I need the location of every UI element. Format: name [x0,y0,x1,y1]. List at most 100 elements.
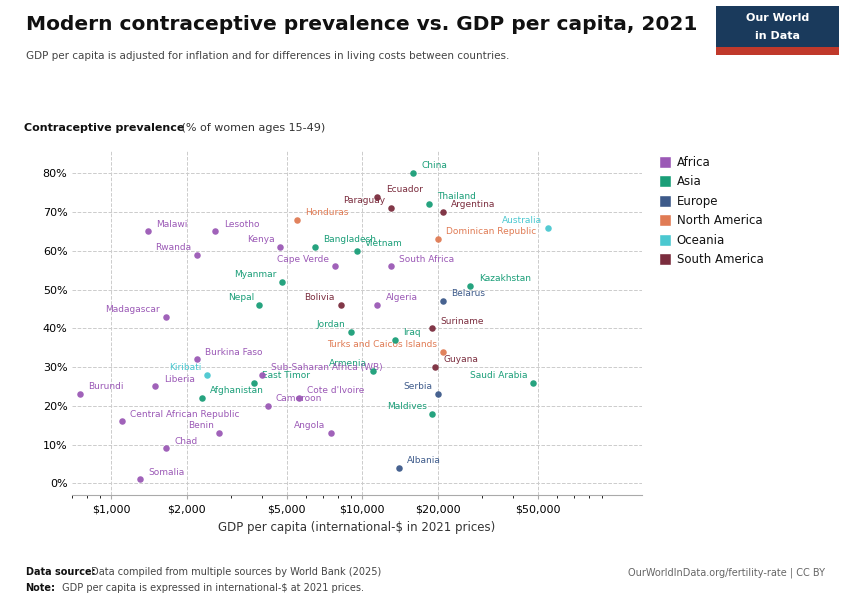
Text: Data compiled from multiple sources by World Bank (2025): Data compiled from multiple sources by W… [88,567,381,577]
Text: Our World: Our World [745,13,809,23]
Point [141,227,155,236]
Text: Cameroon: Cameroon [276,394,322,403]
Text: Paraguay: Paraguay [343,196,385,205]
Text: Bangladesh: Bangladesh [324,235,377,244]
Text: Armenia: Armenia [329,359,367,368]
Text: Lesotho: Lesotho [224,220,259,229]
Text: Argentina: Argentina [451,200,496,209]
Point [196,393,209,403]
Point [292,393,306,403]
X-axis label: GDP per capita (international-$ in 2021 prices): GDP per capita (international-$ in 2021 … [218,521,496,534]
Point [212,428,226,438]
Point [349,246,363,256]
Text: Dominican Republic: Dominican Republic [446,227,536,236]
Point [256,370,269,380]
Point [384,203,398,213]
Point [200,370,213,380]
Text: Australia: Australia [502,216,542,225]
Text: East Timor: East Timor [262,371,310,380]
Text: Kiribati: Kiribati [168,363,201,372]
Point [344,328,358,337]
Text: Myanmar: Myanmar [235,270,276,279]
Text: Benin: Benin [188,421,214,430]
Text: South Africa: South Africa [399,254,454,263]
Point [324,428,337,438]
Text: Kenya: Kenya [246,235,275,244]
Text: Honduras: Honduras [305,208,348,217]
Text: Belarus: Belarus [451,289,485,298]
Text: Malawi: Malawi [156,220,188,229]
Text: in Data: in Data [755,31,800,41]
Text: Maldives: Maldives [387,402,427,411]
Point [208,227,222,236]
Point [290,215,303,224]
Text: China: China [422,161,448,170]
Point [73,389,87,399]
Text: Vietnam: Vietnam [365,239,403,248]
Point [261,401,275,410]
Text: Serbia: Serbia [403,382,432,391]
Text: Contraceptive prevalence: Contraceptive prevalence [24,123,184,133]
Text: Madagascar: Madagascar [105,305,160,314]
Point [159,443,173,453]
Point [425,409,439,418]
Text: Iraq: Iraq [403,328,421,337]
Text: GDP per capita is expressed in international-$ at 2021 prices.: GDP per capita is expressed in internati… [59,583,364,593]
Text: Kazakhstan: Kazakhstan [479,274,530,283]
Point [190,250,204,259]
Text: Cote d'Ivoire: Cote d'Ivoire [307,386,365,395]
Point [436,347,450,356]
Point [541,223,555,232]
Point [366,366,379,376]
Point [428,362,442,372]
Text: Bolivia: Bolivia [304,293,335,302]
Point [115,416,128,426]
Text: Central African Republic: Central African Republic [130,410,240,419]
Text: Algeria: Algeria [386,293,417,302]
Point [133,475,146,484]
Point [371,300,384,310]
Text: GDP per capita is adjusted for inflation and for differences in living costs bet: GDP per capita is adjusted for inflation… [26,51,509,61]
Text: Guyana: Guyana [444,355,479,364]
Text: Saudi Arabia: Saudi Arabia [470,371,528,380]
Text: Jordan: Jordan [316,320,345,329]
Point [273,242,286,252]
Point [436,207,450,217]
Point [309,242,322,252]
Point [526,378,540,388]
Point [431,389,445,399]
Point [431,235,445,244]
Text: Chad: Chad [174,437,197,446]
Point [388,335,402,345]
Point [149,382,162,391]
Text: Rwanda: Rwanda [156,243,191,252]
Point [392,463,405,473]
Text: Note:: Note: [26,583,55,593]
Text: Turks and Caicos Islands: Turks and Caicos Islands [327,340,438,349]
Text: Afghanistan: Afghanistan [210,386,264,395]
Point [463,281,477,290]
Text: Sub-Saharan Africa (WB): Sub-Saharan Africa (WB) [270,363,382,372]
Text: Liberia: Liberia [164,374,195,383]
Point [384,262,398,271]
Point [436,296,450,306]
Text: Burundi: Burundi [88,382,123,391]
Text: (% of women ages 15-49): (% of women ages 15-49) [178,123,325,133]
Text: Nepal: Nepal [228,293,254,302]
Point [190,355,204,364]
Text: Data source:: Data source: [26,567,95,577]
Text: Burkina Faso: Burkina Faso [206,347,263,356]
Text: Ecuador: Ecuador [386,185,422,194]
Text: OurWorldInData.org/fertility-rate | CC BY: OurWorldInData.org/fertility-rate | CC B… [627,567,824,577]
Point [406,169,420,178]
Text: Angola: Angola [294,421,326,430]
Text: Albania: Albania [407,456,441,465]
Text: Somalia: Somalia [148,468,184,477]
Text: Thailand: Thailand [438,193,476,202]
Text: Modern contraceptive prevalence vs. GDP per capita, 2021: Modern contraceptive prevalence vs. GDP … [26,15,697,34]
Point [159,312,173,322]
Text: Cape Verde: Cape Verde [277,254,330,263]
Point [371,192,384,202]
Point [247,378,261,388]
Point [334,300,348,310]
